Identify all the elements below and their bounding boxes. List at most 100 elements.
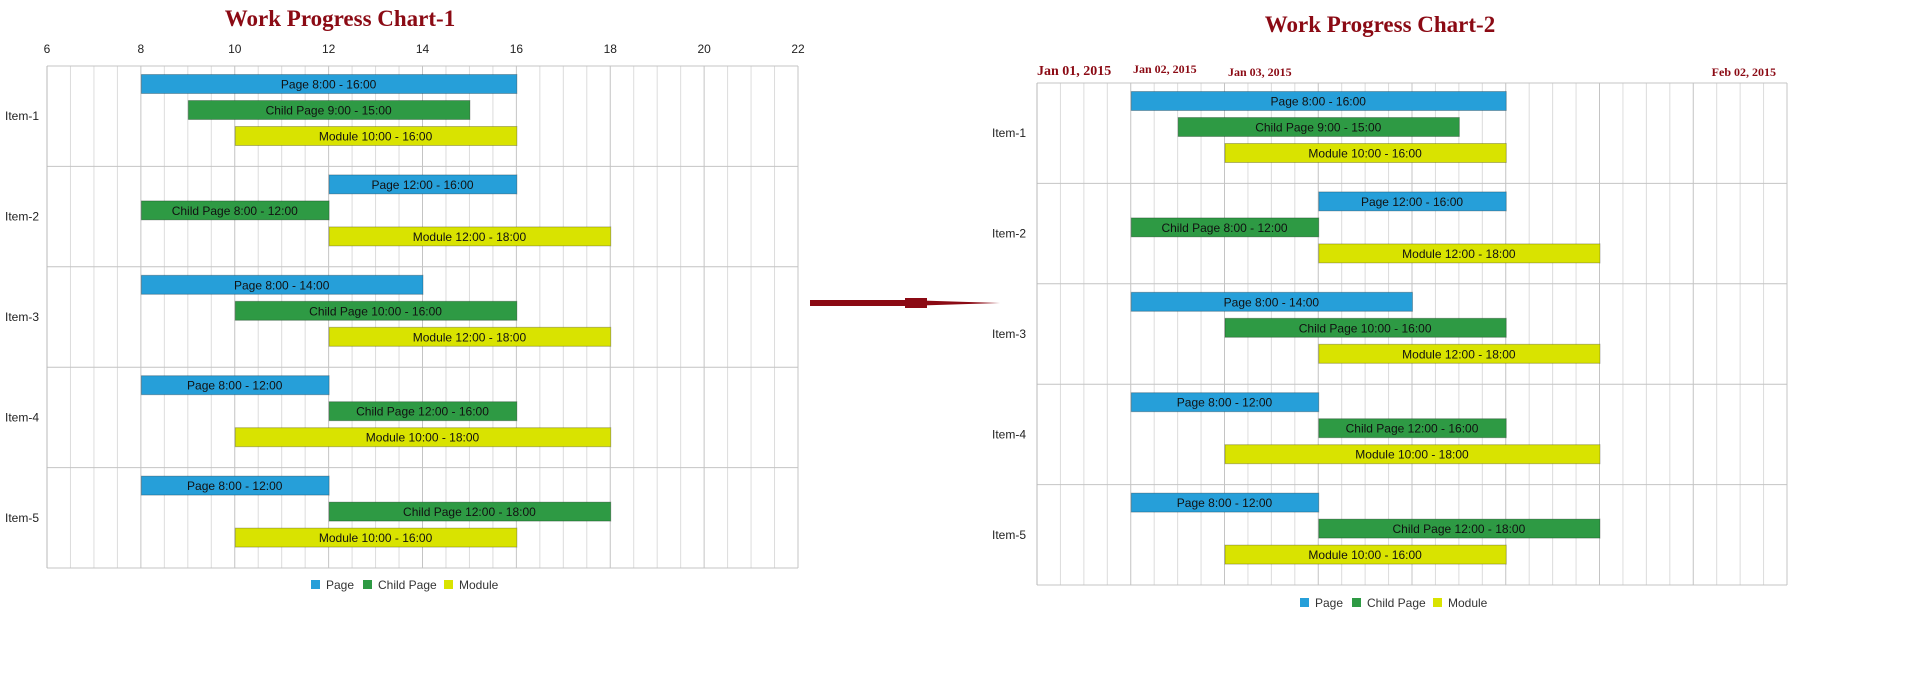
bar-label: Child Page 8:00 - 12:00 — [1161, 221, 1287, 235]
child-bar[interactable] — [1224, 317, 1507, 338]
legend-label: Module — [459, 578, 499, 592]
bar-label: Page 12:00 - 16:00 — [371, 178, 473, 192]
bar-label: Module 12:00 - 18:00 — [1402, 247, 1516, 261]
child-bar[interactable] — [1130, 217, 1320, 238]
bar-label: Module 10:00 - 18:00 — [366, 431, 480, 445]
bar-label: Module 12:00 - 18:00 — [413, 330, 527, 344]
module-bar[interactable] — [1224, 444, 1601, 465]
category-label: Item-2 — [5, 210, 39, 224]
right-arrow-icon — [810, 298, 1000, 308]
bar-label: Module 10:00 - 18:00 — [1355, 448, 1469, 462]
page-bar[interactable] — [1318, 191, 1507, 212]
x-tick-label: 6 — [44, 42, 51, 56]
legend-swatch — [1352, 598, 1361, 607]
bar-label: Page 12:00 - 16:00 — [1361, 195, 1463, 209]
page-bar[interactable] — [140, 475, 330, 496]
chart-2-title: Work Progress Chart-2 — [1265, 12, 1495, 37]
bar-label: Child Page 12:00 - 16:00 — [356, 405, 489, 419]
bar-label: Page 8:00 - 16:00 — [1271, 95, 1367, 109]
legend-swatch — [444, 580, 453, 589]
bar-label: Page 8:00 - 14:00 — [234, 278, 330, 292]
module-bar[interactable] — [328, 326, 612, 347]
page-bar[interactable] — [140, 375, 330, 396]
legend-swatch — [363, 580, 372, 589]
module-bar[interactable] — [1318, 343, 1601, 364]
category-label: Item-5 — [5, 511, 39, 525]
page-bar[interactable] — [140, 274, 424, 295]
legend-label: Child Page — [1367, 596, 1426, 610]
page-bar[interactable] — [328, 174, 518, 195]
x-tick-label: 18 — [604, 42, 618, 56]
bar-label: Module 10:00 - 16:00 — [1308, 548, 1422, 562]
child-bar[interactable] — [140, 200, 330, 221]
x-tick-label: Feb 02, 2015 — [1712, 65, 1776, 79]
child-bar[interactable] — [1177, 117, 1460, 137]
legend-label: Page — [326, 578, 354, 592]
legend-swatch — [1300, 598, 1309, 607]
bar-label: Child Page 9:00 - 15:00 — [266, 104, 392, 118]
module-bar[interactable] — [234, 527, 518, 548]
category-label: Item-2 — [992, 227, 1026, 241]
category-label: Item-3 — [5, 310, 39, 324]
page-bar[interactable] — [1130, 291, 1413, 312]
module-bar[interactable] — [1224, 143, 1507, 163]
bar-label: Page 8:00 - 12:00 — [1177, 396, 1273, 410]
chart-2: Jan 01, 2015 Jan 02, 2015 Jan 03, 2015 Feb … — [992, 62, 1788, 610]
x-tick-label: 20 — [697, 42, 711, 56]
arrow-knot — [905, 298, 927, 308]
bar-label: Child Page 8:00 - 12:00 — [172, 204, 298, 218]
x-tick-label: Jan 03, 2015 — [1228, 65, 1292, 79]
x-tick-label: 14 — [416, 42, 430, 56]
legend-swatch — [1433, 598, 1442, 607]
child-bar[interactable] — [1318, 418, 1507, 439]
chart-1-title: Work Progress Chart-1 — [225, 6, 455, 31]
child-bar[interactable] — [234, 300, 518, 321]
x-tick-label: 22 — [791, 42, 805, 56]
child-bar[interactable] — [1318, 518, 1601, 539]
child-bar[interactable] — [328, 501, 612, 522]
module-bar[interactable] — [328, 226, 612, 247]
category-label: Item-1 — [5, 109, 39, 123]
bar-label: Page 8:00 - 12:00 — [1177, 496, 1273, 510]
page-bar[interactable] — [1130, 492, 1320, 513]
bar-label: Child Page 10:00 - 16:00 — [309, 304, 442, 318]
page-bar[interactable] — [1130, 392, 1320, 413]
legend-label: Page — [1315, 596, 1343, 610]
bar-label: Page 8:00 - 12:00 — [187, 479, 283, 493]
category-label: Item-3 — [992, 327, 1026, 341]
bar-label: Module 10:00 - 16:00 — [319, 130, 433, 144]
bar-label: Page 8:00 - 12:00 — [187, 379, 283, 393]
bar-label: Child Page 10:00 - 16:00 — [1299, 321, 1432, 335]
child-bar[interactable] — [328, 401, 518, 422]
bar-label: Child Page 12:00 - 18:00 — [403, 505, 536, 519]
category-label: Item-4 — [992, 427, 1026, 441]
bar-label: Child Page 12:00 - 18:00 — [1392, 522, 1525, 536]
bar-label: Child Page 9:00 - 15:00 — [1255, 121, 1381, 135]
module-bar[interactable] — [1224, 544, 1507, 565]
module-bar[interactable] — [234, 427, 612, 448]
category-label: Item-4 — [5, 410, 39, 424]
page-bar[interactable] — [140, 74, 518, 94]
child-bar[interactable] — [187, 100, 471, 120]
bar-label: Module 10:00 - 16:00 — [319, 531, 433, 545]
bar-label: Page 8:00 - 14:00 — [1224, 295, 1320, 309]
module-bar[interactable] — [234, 126, 518, 146]
x-tick-label: Jan 01, 2015 — [1037, 64, 1111, 79]
chart-1: 6 8 10 12 14 16 18 20 22 Item-1 Item-2 Item-3 Item-4… — [5, 42, 805, 592]
category-label: Item-1 — [992, 126, 1026, 140]
x-tick-label: 12 — [322, 42, 336, 56]
x-tick-label: 16 — [510, 42, 524, 56]
bar-label: Module 12:00 - 18:00 — [1402, 347, 1516, 361]
legend-label: Module — [1448, 596, 1488, 610]
x-tick-label: 8 — [138, 42, 145, 56]
legend-swatch — [311, 580, 320, 589]
page-bar[interactable] — [1130, 91, 1507, 111]
bar-label: Module 10:00 - 16:00 — [1308, 147, 1422, 161]
module-bar[interactable] — [1318, 243, 1601, 264]
category-label: Item-5 — [992, 528, 1026, 542]
x-tick-label: Jan 02, 2015 — [1133, 62, 1197, 76]
bar-label: Child Page 12:00 - 16:00 — [1346, 422, 1479, 436]
bar-label: Module 12:00 - 18:00 — [413, 230, 527, 244]
bar-label: Page 8:00 - 16:00 — [281, 78, 377, 92]
